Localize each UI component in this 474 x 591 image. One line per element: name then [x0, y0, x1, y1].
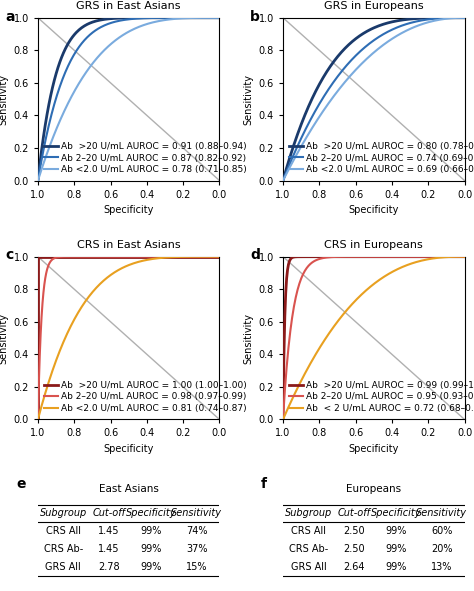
Title: CRS in East Asians: CRS in East Asians — [77, 241, 181, 251]
Text: e: e — [16, 477, 26, 491]
Y-axis label: Sensitivity: Sensitivity — [243, 74, 253, 125]
Text: c: c — [5, 248, 13, 262]
Text: b: b — [250, 9, 260, 24]
Text: 20%: 20% — [431, 544, 453, 554]
Text: GRS All: GRS All — [291, 562, 326, 572]
Text: Europeans: Europeans — [346, 484, 401, 493]
Text: 2.64: 2.64 — [343, 562, 365, 572]
Text: 15%: 15% — [186, 562, 208, 572]
Text: Cut-off: Cut-off — [92, 508, 125, 518]
Text: 74%: 74% — [186, 527, 208, 537]
Text: a: a — [5, 9, 15, 24]
Text: GRS All: GRS All — [46, 562, 81, 572]
X-axis label: Specificity: Specificity — [348, 444, 399, 454]
Legend: Ab  >20 U/mL AUROC = 0.91 (0.88–0.94), Ab 2–20 U/mL AUROC = 0.87 (0.82–0.92), Ab: Ab >20 U/mL AUROC = 0.91 (0.88–0.94), Ab… — [43, 140, 249, 176]
Title: GRS in Europeans: GRS in Europeans — [324, 1, 424, 11]
Text: CRS Ab-: CRS Ab- — [289, 544, 328, 554]
Text: 60%: 60% — [431, 527, 453, 537]
Text: 99%: 99% — [386, 562, 407, 572]
Text: 2.78: 2.78 — [98, 562, 119, 572]
Text: 2.50: 2.50 — [343, 544, 365, 554]
Text: 1.45: 1.45 — [98, 527, 119, 537]
Text: 99%: 99% — [386, 527, 407, 537]
Text: 1.45: 1.45 — [98, 544, 119, 554]
Text: 99%: 99% — [386, 544, 407, 554]
Text: Specificity: Specificity — [126, 508, 177, 518]
Text: 37%: 37% — [186, 544, 208, 554]
Text: 99%: 99% — [141, 544, 162, 554]
Title: GRS in East Asians: GRS in East Asians — [76, 1, 181, 11]
Text: CRS All: CRS All — [291, 527, 326, 537]
Text: CRS Ab-: CRS Ab- — [44, 544, 83, 554]
Legend: Ab  >20 U/mL AUROC = 1.00 (1.00–1.00), Ab 2–20 U/mL AUROC = 0.98 (0.97–0.99), Ab: Ab >20 U/mL AUROC = 1.00 (1.00–1.00), Ab… — [43, 379, 249, 415]
X-axis label: Specificity: Specificity — [348, 205, 399, 215]
Y-axis label: Sensitivity: Sensitivity — [243, 313, 253, 363]
Text: d: d — [250, 248, 260, 262]
Text: Sensitivity: Sensitivity — [171, 508, 222, 518]
Text: Subgroup: Subgroup — [40, 508, 87, 518]
Text: Specificity: Specificity — [371, 508, 422, 518]
X-axis label: Specificity: Specificity — [103, 205, 154, 215]
Legend: Ab  >20 U/mL AUROC = 0.80 (0.78–0.83), Ab 2–20 U/mL AUROC = 0.74 (0.69–0.79), Ab: Ab >20 U/mL AUROC = 0.80 (0.78–0.83), Ab… — [288, 140, 474, 176]
Y-axis label: Sensitivity: Sensitivity — [0, 313, 8, 363]
Text: 99%: 99% — [141, 527, 162, 537]
Text: Subgroup: Subgroup — [285, 508, 332, 518]
Text: 13%: 13% — [431, 562, 453, 572]
Text: East Asians: East Asians — [99, 484, 159, 493]
Text: 2.50: 2.50 — [343, 527, 365, 537]
X-axis label: Specificity: Specificity — [103, 444, 154, 454]
Title: CRS in Europeans: CRS in Europeans — [324, 241, 423, 251]
Text: f: f — [261, 477, 267, 491]
Text: Sensitivity: Sensitivity — [416, 508, 467, 518]
Text: Cut-off: Cut-off — [337, 508, 370, 518]
Text: CRS All: CRS All — [46, 527, 81, 537]
Y-axis label: Sensitivity: Sensitivity — [0, 74, 8, 125]
Text: 99%: 99% — [141, 562, 162, 572]
Legend: Ab  >20 U/mL AUROC = 0.99 (0.99–1.00), Ab 2–20 U/mL AUROC = 0.95 (0.93–0.96), Ab: Ab >20 U/mL AUROC = 0.99 (0.99–1.00), Ab… — [288, 379, 474, 415]
